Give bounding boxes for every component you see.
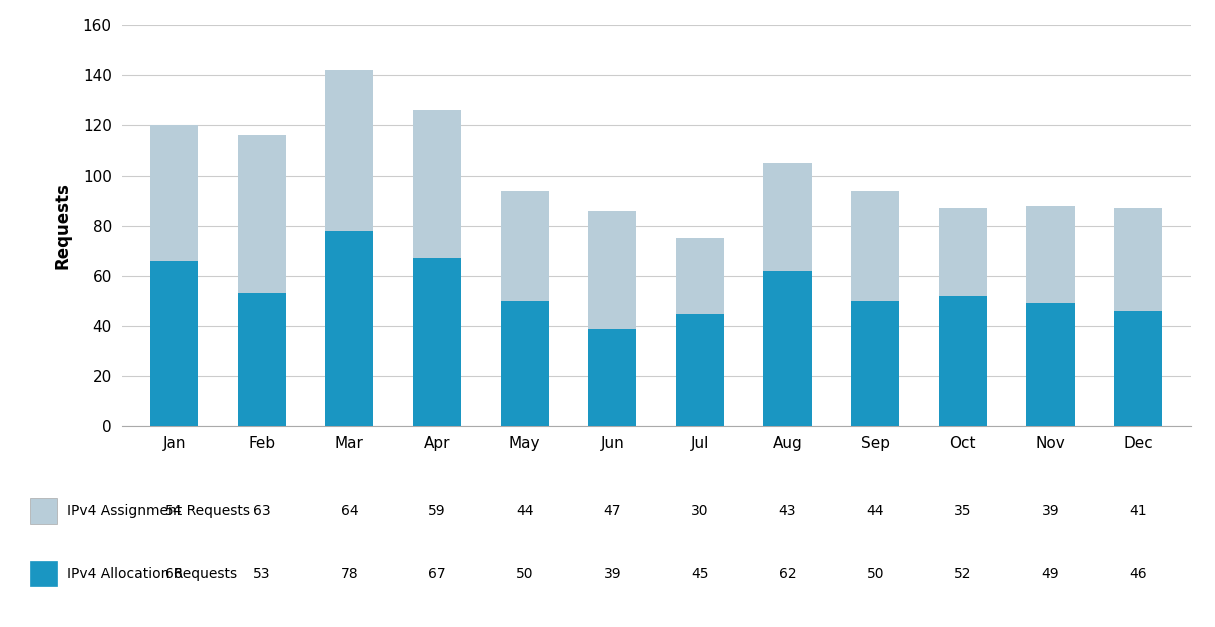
Bar: [238, 135, 286, 293]
Bar: [1027, 206, 1074, 303]
Text: 44: 44: [516, 504, 533, 518]
Text: 50: 50: [866, 567, 885, 581]
Bar: [501, 191, 549, 301]
Bar: [1114, 311, 1163, 426]
Y-axis label: Requests: Requests: [53, 182, 72, 269]
Bar: [763, 163, 812, 271]
Bar: [326, 231, 373, 426]
Bar: [413, 110, 462, 258]
Text: 47: 47: [604, 504, 621, 518]
Text: 66: 66: [165, 567, 183, 581]
Bar: [588, 329, 637, 426]
Text: 41: 41: [1129, 504, 1147, 518]
Text: 78: 78: [340, 567, 358, 581]
Text: 35: 35: [954, 504, 972, 518]
Text: 64: 64: [340, 504, 358, 518]
Bar: [501, 301, 549, 426]
Text: 54: 54: [165, 504, 182, 518]
Bar: [939, 296, 987, 426]
Bar: [588, 211, 637, 329]
Bar: [763, 271, 812, 426]
Text: 53: 53: [253, 567, 271, 581]
Text: 45: 45: [691, 567, 708, 581]
Text: 49: 49: [1041, 567, 1059, 581]
Text: 50: 50: [516, 567, 533, 581]
Bar: [238, 293, 286, 426]
Text: 39: 39: [1041, 504, 1059, 518]
Bar: [676, 238, 724, 314]
Text: 62: 62: [779, 567, 796, 581]
Bar: [850, 191, 899, 301]
Text: IPv4 Assignment Requests: IPv4 Assignment Requests: [67, 504, 250, 518]
Text: 39: 39: [604, 567, 621, 581]
Bar: [149, 125, 198, 261]
Bar: [326, 70, 373, 231]
Text: 59: 59: [428, 504, 446, 518]
Bar: [850, 301, 899, 426]
Bar: [413, 258, 462, 426]
Text: 43: 43: [779, 504, 796, 518]
Bar: [1114, 208, 1163, 311]
Bar: [939, 208, 987, 296]
Text: IPv4 Allocation Requests: IPv4 Allocation Requests: [67, 567, 237, 581]
Text: 67: 67: [428, 567, 446, 581]
Bar: [676, 314, 724, 426]
Bar: [1027, 303, 1074, 426]
Text: 63: 63: [253, 504, 271, 518]
Text: 30: 30: [691, 504, 708, 518]
Text: 52: 52: [954, 567, 972, 581]
Bar: [149, 261, 198, 426]
Text: 46: 46: [1129, 567, 1147, 581]
Text: 44: 44: [866, 504, 885, 518]
